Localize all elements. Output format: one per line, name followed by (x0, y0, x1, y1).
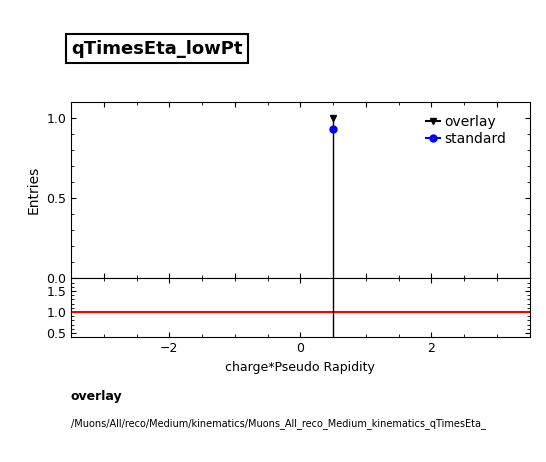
Y-axis label: Entries: Entries (27, 166, 40, 214)
Text: overlay: overlay (71, 390, 123, 403)
X-axis label: charge*Pseudo Rapidity: charge*Pseudo Rapidity (225, 361, 375, 374)
Legend: overlay, standard: overlay, standard (424, 112, 509, 148)
Text: qTimesEta_lowPt: qTimesEta_lowPt (71, 40, 242, 57)
Text: /Muons/All/reco/Medium/kinematics/Muons_All_reco_Medium_kinematics_qTimesEta_: /Muons/All/reco/Medium/kinematics/Muons_… (71, 418, 486, 429)
